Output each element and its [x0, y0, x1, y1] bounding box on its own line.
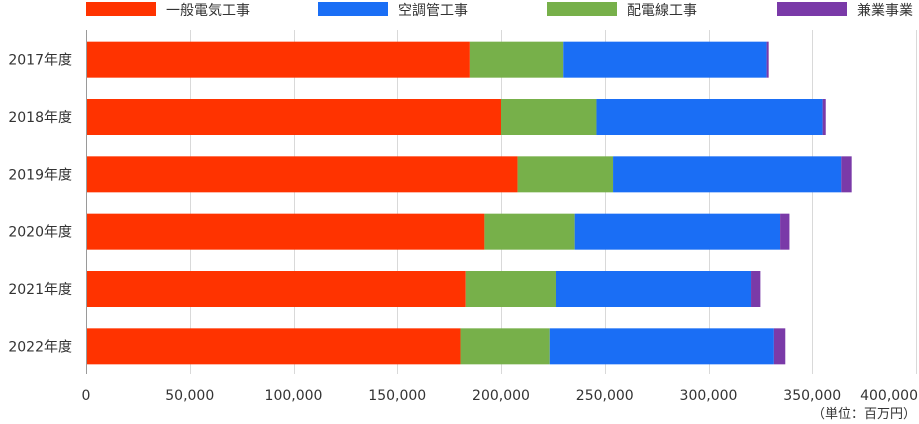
x-tick-label: 350,000 — [783, 388, 841, 404]
bar-segment — [549, 328, 774, 365]
legend-label: 空調管工事 — [398, 3, 468, 19]
x-tick-label: 300,000 — [680, 388, 738, 404]
legend-swatch — [547, 2, 617, 16]
category-label: 2020年度 — [8, 225, 72, 241]
x-axis-ticks: 0 50,000 100,000 150,000 200,000 250,000 300,0… — [82, 388, 918, 404]
bar-segment — [613, 156, 842, 193]
bar-segment — [86, 328, 461, 365]
category-label: 2018年度 — [8, 110, 72, 126]
legend-swatch — [777, 2, 847, 16]
legend-label: 一般電気工事 — [166, 3, 250, 19]
x-tick-label: 200,000 — [472, 388, 530, 404]
bar-segment — [596, 99, 823, 135]
bar-segment — [465, 271, 556, 307]
bars — [86, 41, 852, 365]
bar-segment — [517, 156, 614, 193]
bar-segment — [822, 99, 826, 135]
x-tick-label: 150,000 — [368, 388, 426, 404]
bar-segment — [563, 41, 767, 78]
x-tick-label: 250,000 — [576, 388, 634, 404]
bar-segment — [484, 213, 575, 250]
grid-lines — [190, 30, 917, 374]
bar-segment — [841, 156, 852, 193]
x-tick-label: 100,000 — [265, 388, 323, 404]
legend-swatch — [86, 2, 156, 16]
legend-label: 配電線工事 — [627, 3, 697, 19]
legend-swatch — [318, 2, 388, 16]
bar-segment — [501, 99, 597, 135]
bar-segment — [86, 156, 518, 193]
category-label: 2022年度 — [8, 339, 72, 355]
category-labels: 2017年度 2018年度 2019年度 2020年度 2021年度 2022年度 — [8, 53, 72, 356]
unit-label: （単位：百万円） — [812, 406, 916, 422]
bar-segment — [86, 99, 501, 135]
bar-segment — [469, 41, 564, 78]
bar-segment — [460, 328, 550, 365]
category-label: 2021年度 — [8, 282, 72, 298]
bar-segment — [86, 213, 485, 250]
bar-segment — [751, 271, 761, 307]
bar-segment — [780, 213, 790, 250]
bar-segment — [773, 328, 786, 365]
bar-segment — [574, 213, 781, 250]
legend: 一般電気工事 空調管工事 配電線工事 兼業事業 — [86, 2, 913, 19]
legend-label: 兼業事業 — [857, 3, 913, 19]
bar-segment — [86, 41, 470, 78]
category-label: 2017年度 — [8, 53, 72, 69]
bar-segment — [555, 271, 752, 307]
x-tick-label: 0 — [82, 388, 91, 404]
x-tick-label: 400,000 — [860, 388, 918, 404]
bar-segment — [86, 271, 466, 307]
x-tick-label: 50,000 — [165, 388, 214, 404]
bar-segment — [766, 41, 769, 78]
category-label: 2019年度 — [8, 167, 72, 183]
